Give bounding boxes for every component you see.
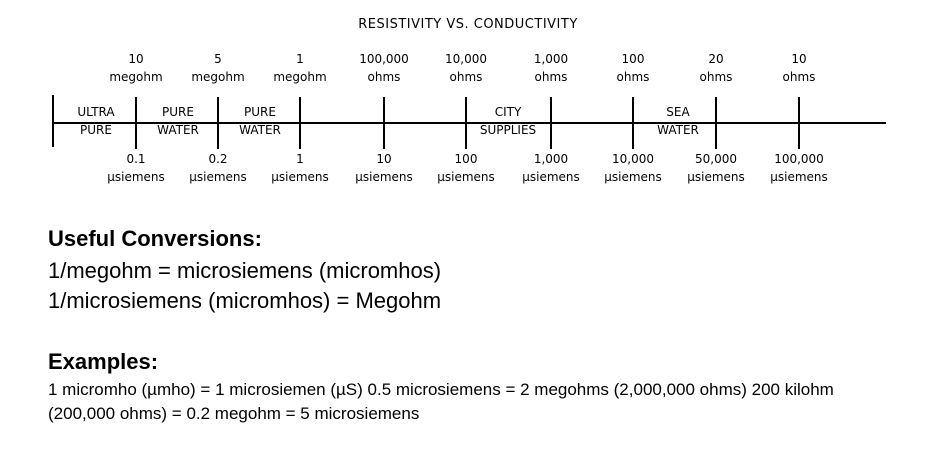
resistivity-unit: ohms [617, 70, 650, 84]
conductivity-value: 1,000 [534, 152, 568, 166]
conductivity-value: 100,000 [774, 152, 824, 166]
resistivity-labels: 10 megohm 5 megohm 1 megohm 100,000 ohms 10,000 o… [109, 52, 815, 84]
conversion-line-1: 1/megohm = microsiemens (micromhos) [48, 258, 442, 283]
conductivity-unit: µsiemens [189, 170, 247, 184]
conductivity-value: 100 [455, 152, 478, 166]
region-label: SUPPLIES [480, 123, 536, 137]
conductivity-unit: µsiemens [522, 170, 580, 184]
region-label: PURE [244, 105, 276, 119]
examples-text: 1 micromho (µmho) = 1 microsiemen (µS) 0… [48, 380, 834, 423]
application-regions: ULTRA PURE PURE WATER PURE WATER CITY SUPPLIES S… [77, 105, 698, 137]
resistivity-unit: ohms [700, 70, 733, 84]
conversions-heading: Useful Conversions: [48, 226, 262, 251]
conductivity-labels: 0.1 µsiemens 0.2 µsiemens 1 µsiemens 10 µsiemen… [107, 152, 828, 184]
resistivity-unit: ohms [783, 70, 816, 84]
region-label: ULTRA [77, 105, 115, 119]
resistivity-value: 5 [214, 52, 222, 66]
region-label: WATER [157, 123, 199, 137]
conductivity-value: 0.2 [208, 152, 227, 166]
resistivity-unit: ohms [450, 70, 483, 84]
conductivity-value: 50,000 [695, 152, 737, 166]
resistivity-conductivity-diagram: RESISTIVITY VS. CONDUCTIVITY 10 megohm 5 me… [52, 17, 886, 184]
conversion-line-2: 1/microsiemens (micromhos) = Megohm [48, 288, 442, 313]
conductivity-value: 10 [376, 152, 391, 166]
conductivity-unit: µsiemens [437, 170, 495, 184]
resistivity-unit: megohm [109, 70, 162, 84]
resistivity-unit: megohm [273, 70, 326, 84]
conductivity-unit: µsiemens [271, 170, 329, 184]
conductivity-unit: µsiemens [770, 170, 828, 184]
region-label: WATER [239, 123, 281, 137]
conductivity-unit: µsiemens [687, 170, 745, 184]
region-label: CITY [495, 105, 522, 119]
resistivity-value: 10,000 [445, 52, 487, 66]
conductivity-value: 0.1 [126, 152, 145, 166]
conductivity-unit: µsiemens [355, 170, 413, 184]
region-label: PURE [162, 105, 194, 119]
diagram-title: RESISTIVITY VS. CONDUCTIVITY [358, 17, 578, 32]
region-label: WATER [657, 123, 699, 137]
conductivity-value: 1 [296, 152, 304, 166]
resistivity-value: 20 [708, 52, 723, 66]
resistivity-value: 1 [296, 52, 304, 66]
resistivity-value: 100,000 [359, 52, 409, 66]
region-label: SEA [666, 105, 690, 119]
conductivity-unit: µsiemens [107, 170, 165, 184]
resistivity-value: 1,000 [534, 52, 568, 66]
examples-heading: Examples: [48, 349, 159, 374]
resistivity-value: 10 [128, 52, 143, 66]
resistivity-unit: megohm [191, 70, 244, 84]
conductivity-unit: µsiemens [604, 170, 662, 184]
scale-ticks [135, 97, 800, 149]
resistivity-unit: ohms [535, 70, 568, 84]
resistivity-value: 10 [791, 52, 806, 66]
resistivity-value: 100 [622, 52, 645, 66]
resistivity-unit: ohms [368, 70, 401, 84]
region-label: PURE [80, 123, 112, 137]
conductivity-value: 10,000 [612, 152, 654, 166]
